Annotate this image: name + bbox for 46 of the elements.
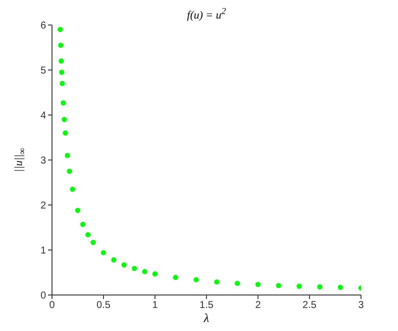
x-tick-label: 1 [152, 300, 158, 312]
point [80, 222, 86, 227]
point [338, 284, 343, 290]
y-tick-label: 1 [40, 246, 46, 257]
point [194, 277, 199, 282]
point [122, 262, 127, 268]
y-tick-label: 3 [40, 156, 46, 167]
point [214, 279, 220, 285]
y-tick-label: 2 [40, 200, 46, 212]
x-tick-label: 0.5 [96, 300, 111, 312]
point [58, 42, 64, 48]
point [111, 257, 116, 262]
x-tick-label: 1.5 [200, 300, 214, 312]
point [62, 130, 68, 136]
y-tick-label: 6 [40, 20, 46, 32]
point [59, 70, 64, 75]
point [62, 116, 67, 122]
point [85, 232, 91, 238]
x-tick-label: 2.5 [302, 300, 317, 312]
point [255, 282, 261, 288]
point [60, 100, 66, 106]
point [296, 284, 302, 289]
point [152, 271, 158, 276]
point [66, 168, 72, 174]
point [132, 266, 137, 272]
point [75, 208, 80, 213]
x-tick-label: 2 [255, 300, 262, 312]
point [64, 152, 70, 158]
point [100, 250, 106, 256]
point [70, 186, 76, 192]
point [60, 80, 65, 86]
chart-title: f(u) = u$^{2}$ [186, 6, 227, 22]
x-tick-label: 0 [49, 300, 56, 312]
y-tick-label: 5 [40, 66, 46, 77]
point [58, 58, 64, 64]
point [90, 240, 96, 245]
x-tick-label: 3 [358, 300, 364, 312]
point [58, 26, 63, 32]
point [173, 274, 178, 280]
y-tick-label: 4 [40, 110, 46, 122]
x-axis-title: λ [202, 311, 210, 326]
point [317, 284, 322, 290]
point [234, 280, 240, 286]
point [142, 269, 148, 274]
point [276, 282, 282, 288]
y-tick-label: 0 [40, 290, 46, 302]
